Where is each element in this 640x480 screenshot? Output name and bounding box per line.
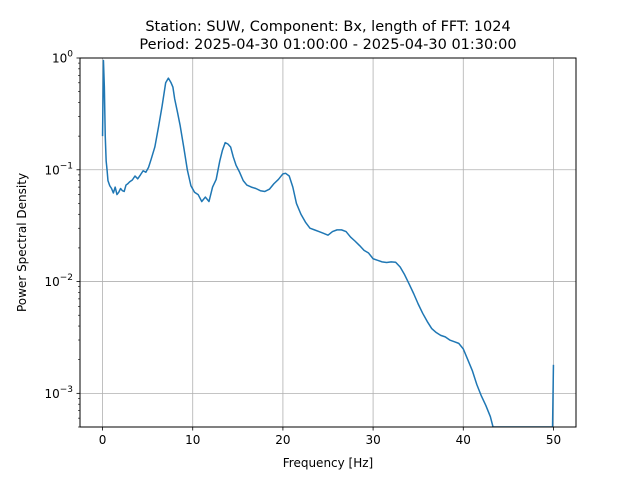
y-tick-label: 10−2	[44, 273, 73, 289]
x-axis-label: Frequency [Hz]	[283, 456, 374, 470]
y-tick-label: 100	[52, 50, 73, 66]
y-tick-label: 10−3	[44, 385, 73, 401]
plot-area	[101, 59, 555, 427]
y-tick-label: 10−1	[44, 161, 73, 177]
x-tick-label: 40	[456, 433, 471, 447]
x-tick-label: 0	[99, 433, 107, 447]
x-tick-label: 30	[365, 433, 380, 447]
axes-frame	[79, 57, 577, 428]
psd-series-line	[101, 59, 555, 427]
y-axis-label: Power Spectral Density	[15, 173, 29, 312]
y-axis: 10−3 10−2 10−1 100	[44, 50, 80, 428]
x-axis: 0 10 20 30 40 50	[99, 427, 561, 447]
chart-title-line1: Station: SUW, Component: Bx, length of F…	[145, 19, 510, 35]
chart-title-line2: Period: 2025-04-30 01:00:00 - 2025-04-30…	[139, 37, 516, 53]
x-tick-label: 50	[546, 433, 561, 447]
x-tick-label: 20	[275, 433, 290, 447]
x-tick-label: 10	[185, 433, 200, 447]
